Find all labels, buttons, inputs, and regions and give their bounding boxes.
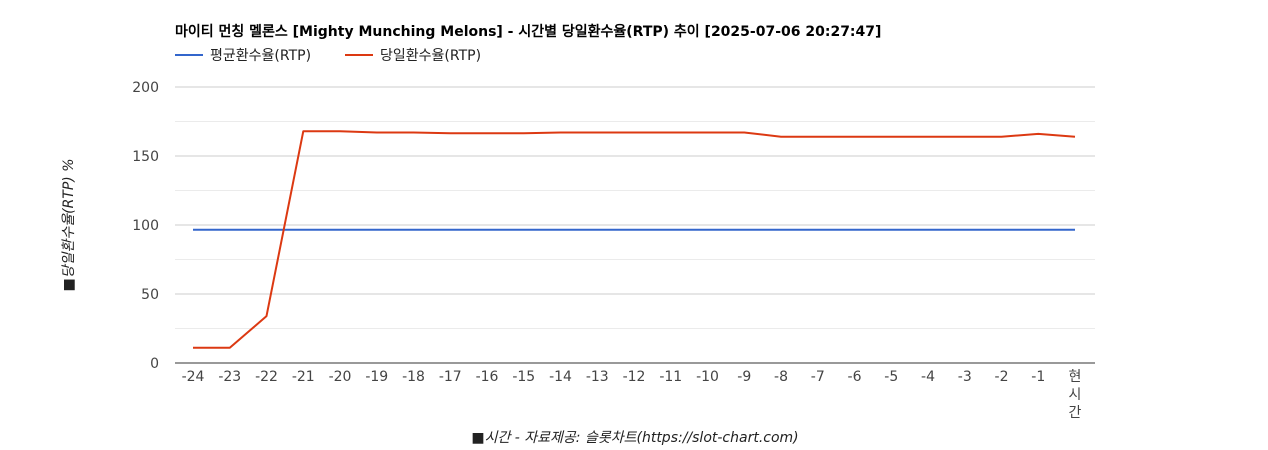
x-tick-label: -9 [737,369,751,385]
y-axis-label: ■당일환수율(RTP) % [61,158,77,291]
chart-title: 마이티 먼칭 멜론스 [Mighty Munching Melons] - 시간… [175,23,881,40]
series-lines [193,130,1076,349]
x-tick-label: -21 [292,369,315,385]
y-tick-label: 100 [132,218,159,234]
y-axis-ticks: 0 50 100 150 200 [132,80,159,372]
x-tick-label: -10 [696,369,719,385]
y-tick-label: 150 [132,149,159,165]
x-tick-label: -11 [659,369,682,385]
x-axis-label: ■시간 - 자료제공: 슬롯차트(https://slot-chart.com) [471,430,798,446]
x-tick-label: -17 [439,369,462,385]
x-tick-label: -2 [995,369,1009,385]
x-tick-label: -13 [586,369,609,385]
x-tick-label: -23 [218,369,241,385]
x-tick-label: -19 [365,369,388,385]
x-tick-label: -6 [848,369,862,385]
legend-label-2: 당일환수율(RTP) [380,48,481,64]
x-tick-label: -22 [255,369,278,385]
y-tick-label: 0 [150,356,159,372]
x-tick-label: -8 [774,369,788,385]
x-tick-label: -7 [811,369,825,385]
y-tick-label: 200 [132,80,159,96]
series-line-2 [193,130,1076,349]
x-tick-label: -20 [329,369,352,385]
x-tick-label: -5 [884,369,898,385]
gridlines [175,86,1095,329]
x-tick-label: -4 [921,369,935,385]
legend-label-1: 평균환수율(RTP) [210,48,311,64]
x-tick-label: -1 [1031,369,1045,385]
x-tick-label: -16 [476,369,499,385]
x-axis-ticks: -24 -23 -22 -21 -20 -19 -18 -17 -16 -15 -14 -13 -12-… [182,369,1082,421]
x-tick-label: -14 [549,369,572,385]
legend: 평균환수율(RTP) 당일환수율(RTP) [175,48,481,64]
y-tick-label: 50 [141,287,159,303]
x-tick-label: -12 [623,369,646,385]
x-tick-label: -3 [958,369,972,385]
x-tick-label: -18 [402,369,425,385]
x-tick-label: -15 [512,369,535,385]
x-tick-label: -24 [182,369,205,385]
